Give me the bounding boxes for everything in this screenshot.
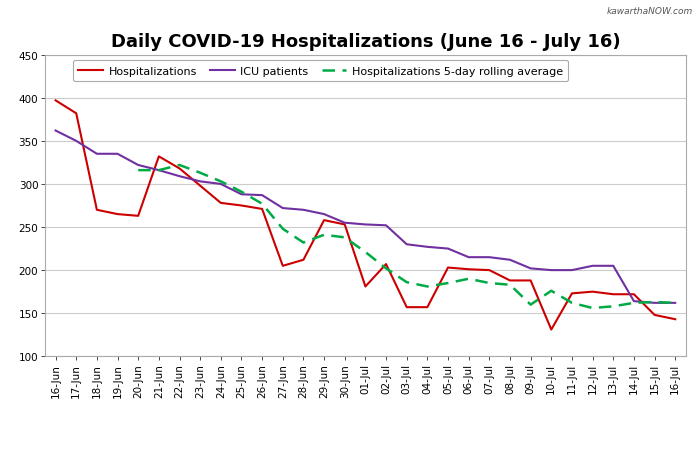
Hospitalizations: [320, 218, 329, 224]
ICU patients: [237, 192, 246, 198]
Hospitalizations 5-day rolling average: [423, 284, 432, 290]
Hospitalizations: [134, 213, 143, 219]
Hospitalizations 5-day rolling average: [650, 300, 658, 305]
ICU patients: [175, 174, 184, 180]
Hospitalizations: [382, 262, 390, 267]
ICU patients: [113, 152, 122, 157]
Hospitalizations: [506, 278, 514, 284]
ICU patients: [155, 168, 163, 174]
Hospitalizations: [299, 257, 308, 263]
ICU patients: [568, 268, 576, 273]
ICU patients: [464, 255, 473, 260]
Hospitalizations 5-day rolling average: [464, 276, 473, 282]
ICU patients: [402, 242, 411, 248]
Hospitalizations 5-day rolling average: [671, 300, 679, 306]
Hospitalizations: [72, 111, 81, 117]
Hospitalizations 5-day rolling average: [175, 163, 184, 169]
Hospitalizations 5-day rolling average: [237, 189, 246, 195]
Hospitalizations 5-day rolling average: [155, 168, 163, 174]
ICU patients: [382, 223, 390, 229]
Legend: Hospitalizations, ICU patients, Hospitalizations 5-day rolling average: Hospitalizations, ICU patients, Hospital…: [73, 61, 568, 82]
ICU patients: [299, 207, 308, 213]
ICU patients: [72, 139, 81, 144]
ICU patients: [320, 212, 329, 218]
ICU patients: [671, 300, 679, 306]
Hospitalizations 5-day rolling average: [196, 170, 205, 176]
Hospitalizations: [155, 154, 163, 160]
ICU patients: [216, 182, 225, 188]
Hospitalizations: [402, 305, 411, 310]
ICU patients: [630, 299, 638, 304]
ICU patients: [196, 179, 205, 185]
Hospitalizations: [547, 327, 555, 332]
Hospitalizations: [630, 292, 638, 297]
ICU patients: [134, 163, 143, 169]
Hospitalizations: [340, 222, 349, 228]
ICU patients: [278, 206, 287, 212]
ICU patients: [526, 266, 535, 272]
Hospitalizations: [175, 166, 184, 172]
Hospitalizations: [588, 289, 596, 295]
Hospitalizations 5-day rolling average: [278, 226, 287, 232]
Hospitalizations 5-day rolling average: [609, 304, 617, 309]
ICU patients: [423, 244, 432, 250]
Hospitalizations 5-day rolling average: [547, 288, 555, 294]
Hospitalizations: [568, 291, 576, 296]
ICU patients: [52, 128, 60, 134]
Hospitalizations 5-day rolling average: [216, 179, 225, 185]
Hospitalizations: [216, 200, 225, 206]
ICU patients: [588, 263, 596, 269]
Text: kawarthaNOW.com: kawarthaNOW.com: [606, 7, 693, 16]
Hospitalizations: [258, 206, 267, 212]
Hospitalizations: [361, 284, 370, 290]
Hospitalizations: [464, 267, 473, 272]
Hospitalizations: [650, 313, 658, 318]
ICU patients: [506, 257, 514, 263]
Hospitalizations 5-day rolling average: [361, 250, 370, 255]
Line: ICU patients: ICU patients: [56, 131, 675, 303]
Hospitalizations: [278, 263, 287, 269]
ICU patients: [609, 263, 617, 269]
Hospitalizations 5-day rolling average: [320, 232, 329, 238]
Hospitalizations: [93, 207, 101, 213]
Hospitalizations: [52, 98, 60, 104]
Hospitalizations 5-day rolling average: [506, 282, 514, 288]
Hospitalizations: [196, 183, 205, 189]
Hospitalizations 5-day rolling average: [630, 300, 638, 306]
Hospitalizations 5-day rolling average: [444, 281, 452, 286]
Hospitalizations 5-day rolling average: [340, 235, 349, 241]
ICU patients: [444, 246, 452, 252]
ICU patients: [361, 222, 370, 228]
Hospitalizations: [671, 317, 679, 322]
Hospitalizations 5-day rolling average: [299, 240, 308, 246]
ICU patients: [258, 193, 267, 199]
Hospitalizations: [237, 203, 246, 209]
Hospitalizations: [609, 292, 617, 297]
Hospitalizations 5-day rolling average: [588, 306, 596, 311]
Hospitalizations: [423, 305, 432, 310]
ICU patients: [485, 255, 493, 260]
Hospitalizations 5-day rolling average: [134, 168, 143, 174]
Hospitalizations 5-day rolling average: [402, 280, 411, 285]
Line: Hospitalizations: Hospitalizations: [56, 101, 675, 330]
ICU patients: [547, 268, 555, 273]
Hospitalizations 5-day rolling average: [485, 281, 493, 286]
Hospitalizations 5-day rolling average: [526, 302, 535, 308]
Hospitalizations: [444, 265, 452, 271]
Hospitalizations: [526, 278, 535, 284]
Hospitalizations 5-day rolling average: [258, 201, 267, 207]
ICU patients: [340, 220, 349, 226]
Line: Hospitalizations 5-day rolling average: Hospitalizations 5-day rolling average: [139, 166, 675, 308]
Hospitalizations: [485, 268, 493, 273]
Hospitalizations 5-day rolling average: [568, 300, 576, 306]
ICU patients: [650, 300, 658, 306]
ICU patients: [93, 152, 101, 157]
Title: Daily COVID-19 Hospitalizations (June 16 - July 16): Daily COVID-19 Hospitalizations (June 16…: [111, 33, 620, 51]
Hospitalizations 5-day rolling average: [382, 266, 390, 272]
Hospitalizations: [113, 212, 122, 218]
